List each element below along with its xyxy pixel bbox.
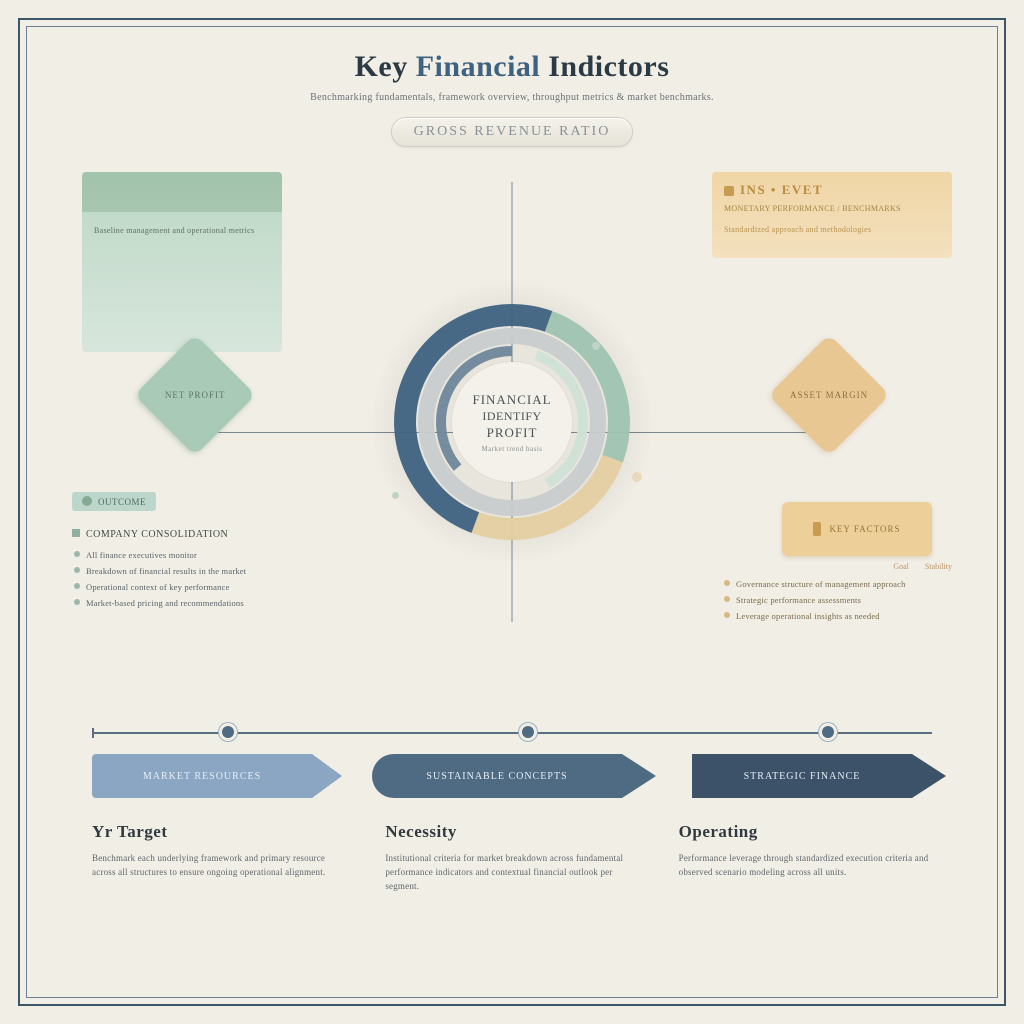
diamond-nw: NET PROFIT [134,334,256,456]
se-bullet: Strategic performance assessments [724,595,952,605]
flow-node-icon [522,726,534,738]
sw-bullet: Breakdown of financial results in the ma… [74,566,312,576]
flow-col-2-body: Institutional criteria for market breakd… [385,852,638,894]
flow-arrow-1-label: MARKET RESOURCES [92,754,312,798]
square-icon [724,186,734,196]
title-accent: Financial [416,50,541,83]
block-se: Goal Stability Governance structure of m… [722,562,952,621]
diamond-nw-label: NET PROFIT [165,390,226,400]
card-ne-badge-label: INS • EVET [740,182,823,197]
flow-columns: Yr Target Benchmark each underlying fram… [92,822,932,894]
card-ne: INS • EVET MONETARY PERFORMANCE / BENCHM… [712,172,952,258]
diamond-ne: ASSET MARGIN [768,334,890,456]
header-pill: GROSS REVENUE RATIO [391,117,634,147]
flow-col-3: Operating Performance leverage through s… [679,822,932,894]
page-title: Key Financial Indictors [32,50,992,84]
core-line2: IDENTIFY [482,409,541,424]
diamond-ne-label: ASSET MARGIN [790,390,868,400]
flow-col-1-title: Yr Target [92,822,345,842]
sw-bullet: Market-based pricing and recommendations [74,598,312,608]
se-bullet: Governance structure of management appro… [724,579,952,589]
core-line4: Market trend basis [481,445,542,453]
sw-chip: OUTCOME [72,492,156,511]
mini-box-ne-label: KEY FACTORS [829,524,900,534]
sw-bullet: Operational context of key performance [74,582,312,592]
flow-col-3-title: Operating [679,822,932,842]
speck-icon [592,342,600,350]
flow-arrow-1: MARKET RESOURCES [92,754,352,798]
se-bullet: Leverage operational insights as needed [724,611,952,621]
arrowhead-icon [312,754,342,798]
arrowhead-icon [912,754,946,798]
flow-arrow-2-label: SUSTAINABLE CONCEPTS [372,754,622,798]
sw-bullet: All finance executives monitor [74,550,312,560]
flow-arrow-3: STRATEGIC FINANCE [692,754,962,798]
flow-rail [92,732,932,734]
flow-arrow-3-label: STRATEGIC FINANCE [692,754,912,798]
speck-icon [392,492,399,499]
quadrant-area: Baseline management and operational metr… [32,162,992,682]
flow-col-3-body: Performance leverage through standardize… [679,852,932,880]
mini-box-ne: KEY FACTORS [782,502,932,556]
flow-col-2: Necessity Institutional criteria for mar… [385,822,638,894]
title-suffix: Indictors [540,50,669,83]
flow-node-icon [222,726,234,738]
se-mini-labels: Goal Stability [722,562,952,571]
card-ne-badge: INS • EVET [724,182,940,198]
se-mini-label: Goal [893,562,909,571]
core-line3: PROFIT [487,425,538,441]
page-subtitle: Benchmarking fundamentals, framework ove… [32,92,992,103]
card-nw: Baseline management and operational metr… [82,172,282,352]
infographic-canvas: Key Financial Indictors Benchmarking fun… [32,32,992,992]
flow-col-2-title: Necessity [385,822,638,842]
header: Key Financial Indictors Benchmarking fun… [32,32,992,147]
chart-core: FINANCIAL IDENTIFY PROFIT Market trend b… [452,362,572,482]
flow-node-icon [822,726,834,738]
title-prefix: Key [355,50,416,83]
speck-icon [632,472,642,482]
card-nw-header-icon [82,172,282,212]
sw-heading: COMPANY CONSOLIDATION [72,529,312,540]
flow-col-1-body: Benchmark each underlying framework and … [92,852,345,880]
center-concentric-chart: FINANCIAL IDENTIFY PROFIT Market trend b… [372,282,652,562]
card-nw-caption: Baseline management and operational metr… [94,226,270,235]
card-ne-line3: Standardized approach and methodologies [724,225,940,234]
flow-arrow-2: SUSTAINABLE CONCEPTS [372,754,672,798]
flow-col-1: Yr Target Benchmark each underlying fram… [92,822,345,894]
block-sw: OUTCOME COMPANY CONSOLIDATION All financ… [72,492,312,608]
card-ne-line2: MONETARY PERFORMANCE / BENCHMARKS [724,204,940,213]
se-mini-label: Stability [925,562,952,571]
arrowhead-icon [622,754,656,798]
core-line1: FINANCIAL [472,392,551,408]
